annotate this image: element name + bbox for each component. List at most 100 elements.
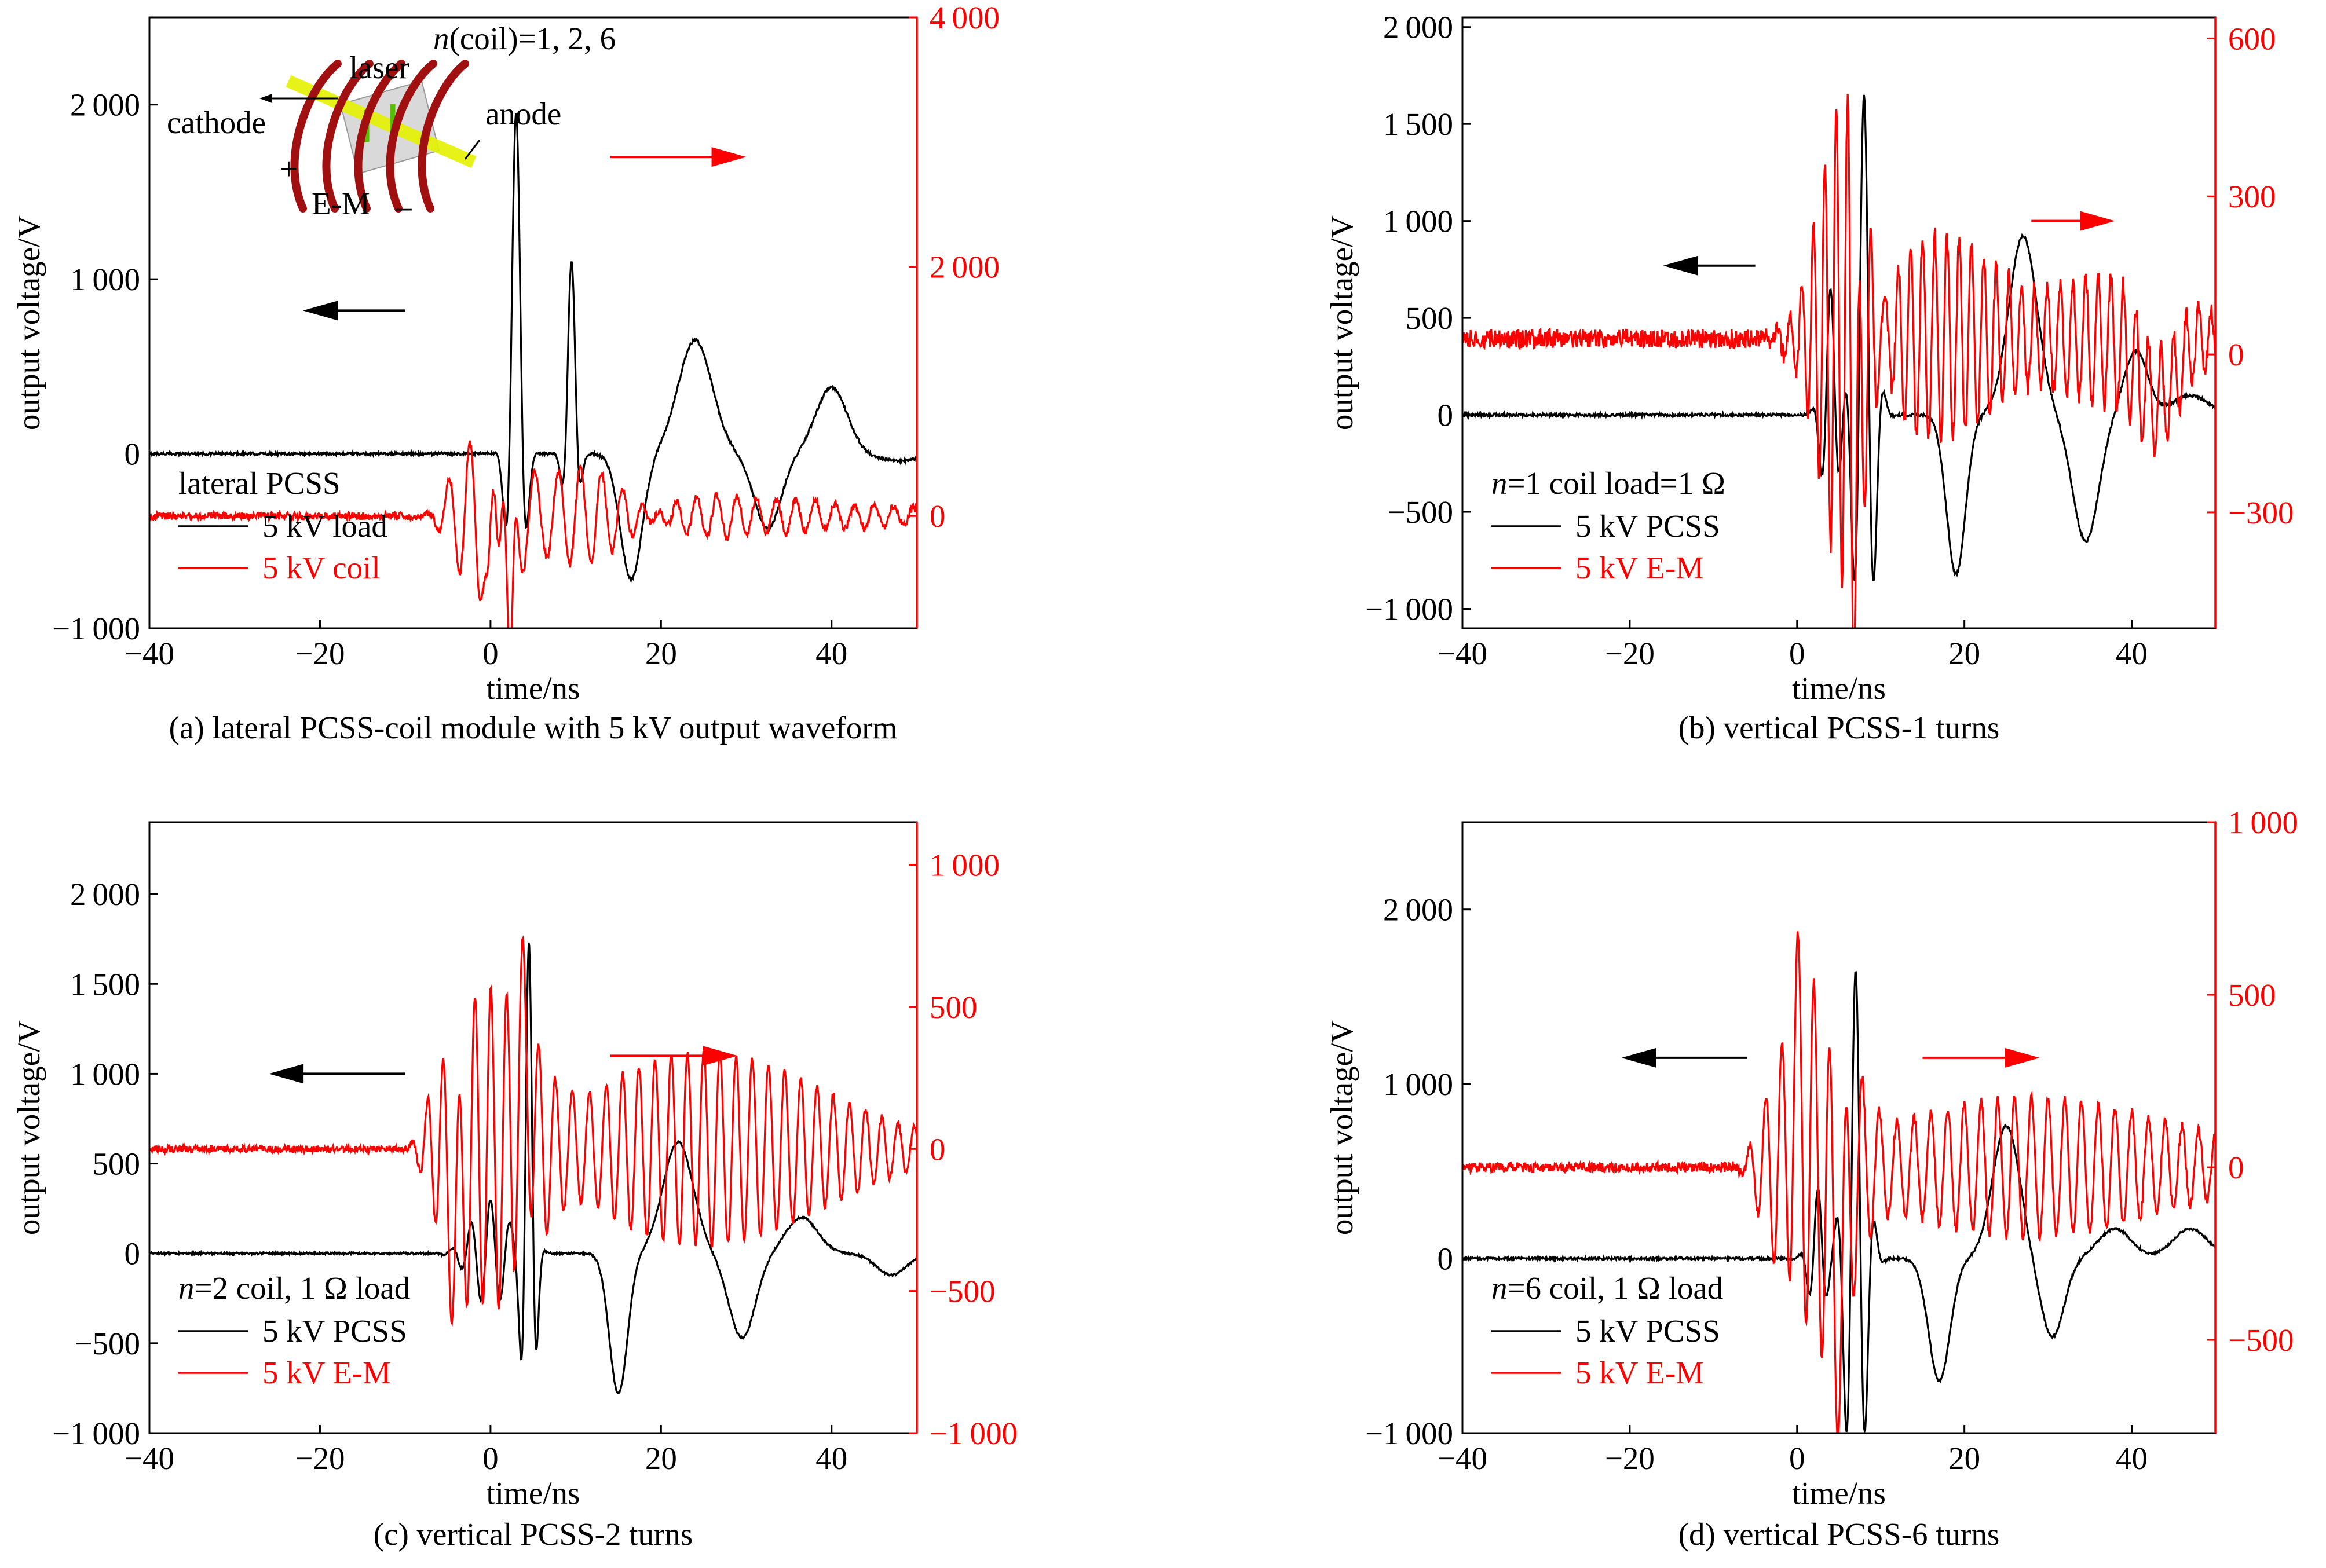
- inset-device-diagram: laser cathode anode E-M + – n(coil)=1, 2, 6: [167, 21, 616, 224]
- x-tick-label: 40: [815, 636, 847, 671]
- y-tick-label-left: −1 000: [52, 611, 140, 646]
- y-tick-label-right: 0: [2228, 1150, 2244, 1185]
- series-line-black: [149, 942, 917, 1394]
- legend-title: n=1 coil load=1 Ω: [1491, 466, 1725, 501]
- arrow-left-axis-head: [1621, 1047, 1656, 1068]
- panel-caption: (a) lateral PCSS-coil module with 5 kV o…: [169, 710, 898, 745]
- x-tick-label: 20: [645, 636, 677, 671]
- series-line-black: [1462, 94, 2215, 581]
- y-tick-label-right: −1 000: [930, 1416, 1018, 1451]
- series-line-black: [1462, 971, 2215, 1433]
- inset-arrow: [464, 140, 481, 160]
- x-tick-label: 40: [2116, 1441, 2148, 1476]
- series-line-red: [1462, 94, 2215, 628]
- y-tick-label-left: 0: [1438, 1241, 1454, 1277]
- arrow-right-axis-head: [2005, 1047, 2040, 1068]
- y-axis-label: output voltage/V: [1324, 1020, 1359, 1235]
- y-tick-label-right: −300: [2228, 495, 2294, 530]
- y-tick-label-left: −1 000: [1365, 1416, 1453, 1451]
- legend-label: 5 kV E-M: [262, 1355, 391, 1390]
- y-tick-label-left: 2 000: [70, 87, 140, 123]
- x-tick-label: −20: [1605, 1441, 1655, 1476]
- x-axis-label: time/ns: [1792, 1475, 1886, 1511]
- x-tick-label: −20: [295, 1441, 345, 1476]
- y-tick-label-right: 300: [2228, 179, 2276, 214]
- arrow-left-axis-head: [303, 301, 338, 321]
- inset-coil-turn: [322, 60, 374, 213]
- x-tick-label: 20: [645, 1441, 677, 1476]
- y-tick-label-left: −1 000: [1365, 592, 1453, 627]
- legend-label: 5 kV PCSS: [262, 1313, 407, 1349]
- y-tick-label-left: 2 000: [1383, 10, 1453, 45]
- legend-title: n=2 coil, 1 Ω load: [178, 1270, 410, 1306]
- x-axis-label: time/ns: [1792, 671, 1886, 706]
- legend-label: 5 kV E-M: [1575, 1355, 1704, 1390]
- x-tick-label: −40: [125, 636, 174, 671]
- y-tick-label-left: 1 500: [70, 966, 140, 1002]
- y-tick-label-right: 1 000: [930, 848, 1000, 883]
- inset-label: +: [280, 151, 298, 186]
- inset-label: laser: [349, 50, 409, 85]
- legend-label: 5 kV load: [262, 508, 387, 544]
- y-axis-label: output voltage/V: [11, 215, 46, 430]
- y-tick-label-left: 0: [125, 1236, 141, 1272]
- arrow-right-axis-head: [2080, 211, 2115, 231]
- y-tick-label-right: −500: [930, 1274, 996, 1309]
- y-tick-label-left: 1 000: [70, 262, 140, 297]
- y-tick-label-right: 0: [930, 499, 946, 534]
- x-tick-label: 20: [1948, 636, 1980, 671]
- y-axis-label: output voltage/V: [1324, 215, 1359, 430]
- panel-caption: (b) vertical PCSS-1 turns: [1678, 710, 2000, 745]
- arrow-left-axis-head: [269, 1064, 304, 1084]
- series-line-red: [149, 440, 917, 628]
- x-tick-label: −40: [1438, 636, 1487, 671]
- inset-laser-beam: [286, 75, 477, 168]
- inset-coil-turn: [290, 60, 342, 213]
- chart-panel-d: −40 −20 0 20 40 −1 000 0 1 000 2 000 −500 0 500 1 00…: [1324, 805, 2298, 1552]
- inset-coil-turn: [386, 60, 437, 213]
- y-tick-label-left: 1 000: [1383, 1067, 1453, 1102]
- inset-label: anode: [485, 96, 561, 131]
- legend-title: n=6 coil, 1 Ω load: [1491, 1270, 1723, 1306]
- y-tick-label-right: 4 000: [930, 0, 1000, 35]
- x-tick-label: −20: [295, 636, 345, 671]
- x-tick-label: 40: [2116, 636, 2148, 671]
- series-line-red: [1462, 931, 2215, 1433]
- y-axis-label: output voltage/V: [11, 1020, 46, 1235]
- y-tick-label-left: 1 000: [1383, 204, 1453, 239]
- y-tick-label-right: 2 000: [930, 250, 1000, 285]
- y-tick-label-left: −500: [74, 1326, 140, 1361]
- y-tick-label-left: 2 000: [1383, 892, 1453, 928]
- chart-panel-a: −40 −20 0 20 40 −1 000 0 1 000 2 000 0 2 000 4 000 t…: [11, 0, 1000, 745]
- x-axis-label: time/ns: [487, 1475, 580, 1511]
- y-tick-label-right: 500: [930, 990, 978, 1025]
- x-tick-label: 0: [1789, 636, 1805, 671]
- y-tick-label-left: 1 000: [70, 1056, 140, 1091]
- inset-formula: n(coil)=1, 2, 6: [433, 21, 616, 56]
- legend-label: 5 kV PCSS: [1575, 508, 1720, 544]
- x-tick-label: 40: [815, 1441, 847, 1476]
- y-tick-label-left: 1 500: [1383, 107, 1453, 142]
- y-tick-label-left: 0: [1438, 398, 1454, 433]
- inset-coil-turn: [418, 60, 469, 213]
- legend-label: 5 kV PCSS: [1575, 1313, 1720, 1349]
- inset-label: cathode: [167, 105, 266, 140]
- x-axis-label: time/ns: [487, 671, 580, 706]
- inset-label: E-M: [312, 186, 370, 221]
- legend-title: lateral PCSS: [178, 466, 341, 501]
- legend-label: 5 kV E-M: [1575, 550, 1704, 585]
- y-tick-label-left: 500: [1406, 301, 1454, 336]
- y-tick-label-left: 500: [93, 1146, 141, 1182]
- arrow-left-axis-head: [1663, 255, 1698, 276]
- arrow-right-axis-head: [711, 147, 747, 167]
- inset-coil-turn: [354, 60, 405, 213]
- x-tick-label: −40: [1438, 1441, 1487, 1476]
- series-line-black: [149, 113, 917, 584]
- x-tick-label: 0: [482, 636, 499, 671]
- y-tick-label-left: −500: [1387, 494, 1453, 530]
- x-tick-label: 20: [1948, 1441, 1980, 1476]
- y-tick-label-right: −500: [2228, 1322, 2294, 1358]
- y-tick-label-right: 600: [2228, 21, 2276, 56]
- y-tick-label-left: 2 000: [70, 877, 140, 912]
